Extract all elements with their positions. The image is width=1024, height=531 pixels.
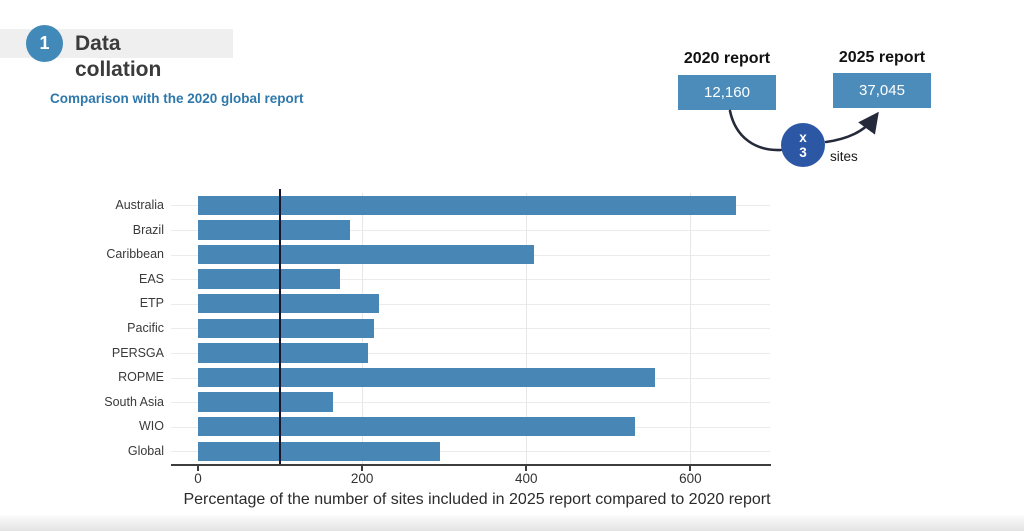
reference-line-100pct	[279, 189, 282, 464]
multiplier-caption: sites	[830, 149, 858, 164]
bar-south-asia	[198, 392, 333, 412]
gridline-row-persga	[171, 352, 770, 354]
multiplier-badge: x 3	[781, 123, 825, 167]
category-label-australia: Australia	[115, 198, 164, 213]
multiplier-x: x	[799, 130, 807, 145]
category-label-global: Global	[127, 444, 164, 459]
category-label-eas: EAS	[138, 271, 164, 286]
gridline-row-pacific	[171, 328, 770, 330]
x-axis-title: Percentage of the number of sites includ…	[183, 491, 771, 508]
category-label-brazil: Brazil	[132, 222, 164, 237]
report-2025-label: 2025 report	[838, 49, 926, 66]
gridline-x-600	[690, 193, 692, 464]
tick-x-0	[197, 466, 199, 471]
report-2025-value: 37,045	[859, 82, 905, 99]
bar-brazil	[198, 220, 350, 240]
bar-global	[198, 441, 441, 462]
step-number: 1	[39, 33, 50, 53]
bar-australia	[198, 195, 736, 216]
bar-ropme	[198, 367, 656, 388]
category-label-persga: PERSGA	[111, 345, 164, 360]
category-label-etp: ETP	[139, 296, 164, 311]
bar-eas	[198, 269, 340, 289]
page-subtitle: Comparison with the 2020 global report	[50, 91, 304, 106]
category-label-wio: WIO	[139, 419, 164, 434]
tick-label-x-400: 400	[514, 471, 538, 486]
gridline-row-brazil	[171, 229, 770, 231]
gridline-row-south-asia	[171, 402, 770, 404]
step-number-badge: 1	[26, 25, 63, 62]
tick-label-x-200: 200	[350, 471, 374, 486]
report-2020-value-box: 12,160	[678, 75, 776, 110]
report-2020-value: 12,160	[704, 84, 750, 101]
category-label-south-asia: South Asia	[104, 394, 164, 409]
tick-x-200	[361, 466, 364, 471]
bar-persga	[198, 343, 368, 363]
tick-label-x-600: 600	[679, 471, 702, 486]
x-axis-line	[171, 464, 771, 466]
bar-etp	[198, 293, 379, 314]
page-title: Data collation	[75, 32, 162, 81]
gridline-row-etp	[171, 303, 770, 305]
category-label-pacific: Pacific	[127, 321, 164, 336]
category-label-ropme: ROPME	[118, 370, 164, 385]
tick-x-600	[689, 466, 692, 471]
gridline-row-global	[171, 451, 770, 453]
bottom-gradient-strip	[0, 515, 1024, 531]
multiplier-3: 3	[799, 145, 807, 160]
tick-x-400	[525, 466, 528, 471]
bar-caribbean	[198, 244, 535, 265]
report-2025-value-box: 37,045	[833, 73, 931, 108]
tick-label-x-0: 0	[194, 471, 202, 486]
bar-pacific	[198, 318, 375, 339]
bar-wio	[198, 416, 636, 437]
category-label-caribbean: Caribbean	[106, 247, 164, 262]
report-2020-label: 2020 report	[683, 50, 771, 67]
gridline-x-400	[526, 193, 528, 464]
gridline-row-eas	[171, 279, 770, 281]
